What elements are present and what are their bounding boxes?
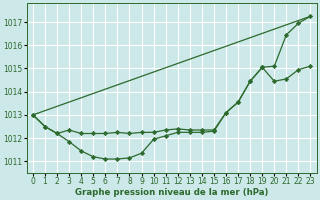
X-axis label: Graphe pression niveau de la mer (hPa): Graphe pression niveau de la mer (hPa) — [75, 188, 268, 197]
